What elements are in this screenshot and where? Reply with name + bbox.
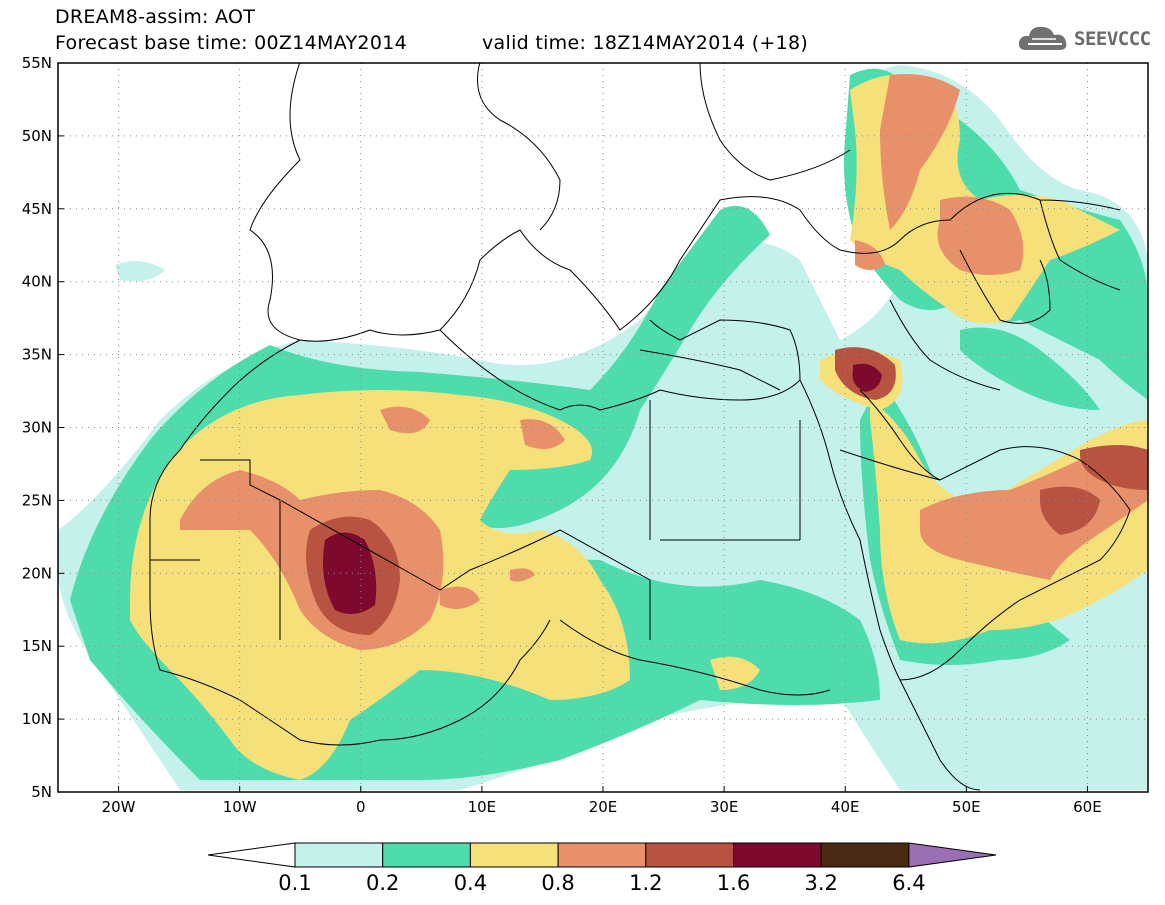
legend-label: 6.4: [892, 871, 925, 895]
lon-label: 10E: [468, 798, 497, 816]
coastlines: [149, 63, 1131, 791]
lat-labels: 5N 10N 15N 20N 25N 30N 35N 40N 45N 50N 55N: [22, 54, 64, 801]
lat-label: 30N: [22, 419, 52, 437]
legend-swatch: [294, 842, 384, 868]
title-base-time: Forecast base time: 00Z14MAY2014: [55, 32, 407, 54]
legend-swatch: [820, 842, 910, 868]
lon-label: 40E: [831, 798, 860, 816]
legend-swatch: [645, 842, 734, 868]
lat-label: 50N: [22, 127, 52, 145]
lat-label: 35N: [22, 346, 52, 364]
lon-label: 60E: [1073, 798, 1102, 816]
legend-label: 0.1: [278, 871, 311, 895]
color-legend: 0.1 0.2 0.4 0.8 1.2 1.6 3.2 6.4: [207, 842, 997, 895]
legend-swatch: [469, 842, 559, 868]
seevccc-logo: SEEVCCC: [1018, 22, 1158, 56]
legend-label: 0.2: [366, 871, 399, 895]
title-valid-time: valid time: 18Z14MAY2014 (+18): [482, 32, 809, 54]
lon-label: 0: [356, 798, 366, 816]
legend-over-arrow: [908, 842, 997, 868]
lon-label: 20E: [589, 798, 618, 816]
lat-label: 40N: [22, 273, 52, 291]
lat-label: 25N: [22, 491, 52, 509]
lat-label: 55N: [22, 54, 52, 72]
lon-label: 50E: [952, 798, 981, 816]
legend-label: 3.2: [804, 871, 837, 895]
legend-label: 0.4: [454, 871, 487, 895]
legend-swatch: [557, 842, 647, 868]
lat-label: 15N: [22, 637, 52, 655]
logo-text: SEEVCCC: [1074, 28, 1151, 50]
legend-label: 1.6: [717, 871, 750, 895]
legend-swatch: [733, 842, 822, 868]
lat-label: 10N: [22, 710, 52, 728]
title-line-1: DREAM8-assim: AOT: [55, 6, 256, 28]
lat-label: 20N: [22, 564, 52, 582]
legend-swatch: [382, 842, 471, 868]
legend-under-arrow: [207, 842, 296, 868]
lat-label: 45N: [22, 200, 52, 218]
lat-label: 5N: [31, 783, 52, 801]
legend-label: 1.2: [629, 871, 662, 895]
cloud-icon: [1018, 26, 1067, 50]
lon-label: 30E: [710, 798, 739, 816]
lon-labels: 20W 10W 0 10E 20E 30E 40E 50E 60E: [102, 786, 1102, 816]
lon-label: 10W: [223, 798, 257, 816]
lon-label: 20W: [102, 798, 136, 816]
legend-label: 0.8: [541, 871, 574, 895]
